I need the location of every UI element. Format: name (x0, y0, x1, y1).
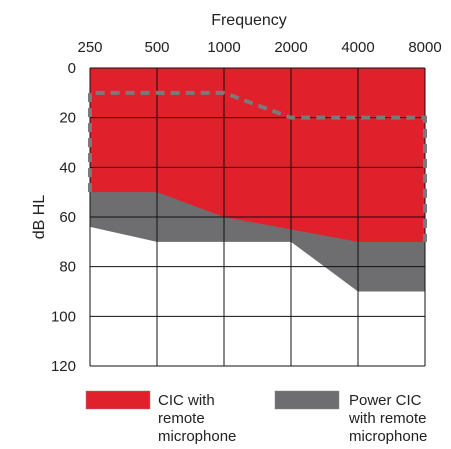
legend-swatch-1 (274, 390, 340, 410)
legend-label-1: Power CIC with remote microphone (348, 392, 427, 445)
x-tick-labels: 250 500 1000 2000 4000 8000 (77, 39, 441, 56)
series-area-0 (90, 68, 425, 242)
x-tick-label-1: 500 (144, 39, 169, 56)
legend: CIC with remote microphone Power CIC with re… (85, 390, 427, 445)
y-tick-labels: 0 20 40 60 80 100 120 (51, 60, 76, 375)
x-axis-title: Frequency (211, 12, 287, 29)
x-tick-label-5: 8000 (408, 39, 441, 56)
plot-areas (90, 68, 425, 292)
x-tick-label-0: 250 (77, 39, 102, 56)
y-tick-label-2: 40 (59, 159, 76, 176)
dashed-outline (88, 90, 427, 242)
y-tick-label-6: 120 (51, 358, 76, 375)
y-tick-label-0: 0 (68, 60, 76, 77)
legend-label-0: CIC with remote microphone (158, 392, 236, 445)
x-tick-label-4: 4000 (341, 39, 374, 56)
dashed-line (88, 90, 427, 242)
y-axis-title: dB HL (31, 195, 48, 240)
y-tick-label-5: 100 (51, 308, 76, 325)
x-tick-label-3: 2000 (274, 39, 307, 56)
legend-swatch-0 (85, 390, 151, 410)
y-tick-label-1: 20 (59, 110, 76, 127)
y-tick-label-3: 60 (59, 209, 76, 226)
y-tick-label-4: 80 (59, 259, 76, 276)
x-tick-label-2: 1000 (207, 39, 240, 56)
